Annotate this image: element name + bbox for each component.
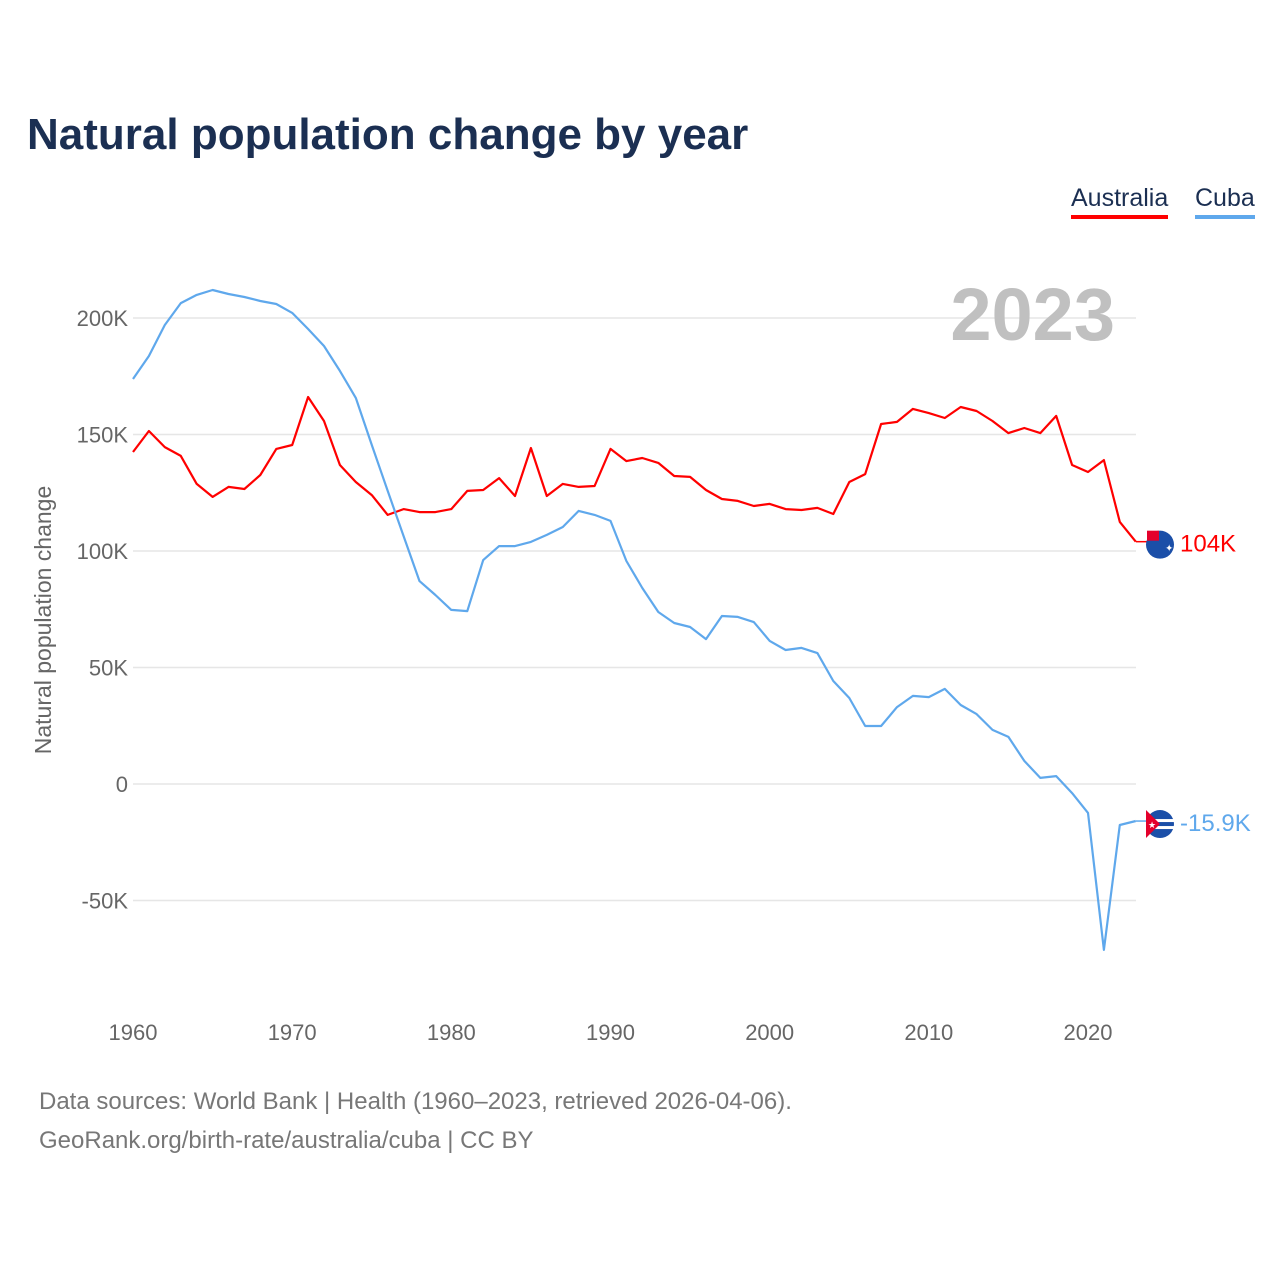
y-axis-label: Natural population change (30, 486, 56, 755)
end-value-label: 104K (1180, 531, 1236, 558)
series-line-australia (132, 395, 1137, 543)
flag-star: ★ (1148, 820, 1156, 830)
cuba-flag-icon: ★ (1146, 810, 1174, 839)
flag-stripe (1146, 826, 1174, 830)
chart-title: Natural population change by year (27, 110, 749, 159)
legend-cuba[interactable]: Cuba (1195, 184, 1255, 219)
x-tick-label: 1980 (427, 1020, 476, 1045)
x-tick-label: 2020 (1064, 1020, 1113, 1045)
y-tick-label: 200K (77, 306, 129, 331)
x-tick-label: 2010 (904, 1020, 953, 1045)
year-watermark: 2023 (950, 273, 1115, 356)
y-tick-label: 100K (77, 539, 129, 564)
x-tick-label: 1960 (109, 1020, 158, 1045)
legend-australia[interactable]: Australia (1071, 184, 1169, 219)
flag-triangle (1146, 810, 1160, 839)
y-tick-label: -50K (82, 889, 129, 914)
y-tick-label: 0 (116, 772, 128, 797)
y-tick-label: 50K (89, 656, 128, 681)
x-tick-label: 1970 (268, 1020, 317, 1045)
series-line-cuba (132, 288, 1137, 952)
australia-flag-icon: ✦ (1146, 530, 1174, 559)
footer-link[interactable]: GeoRank.org/birth-rate/australia/cuba | … (39, 1127, 534, 1154)
y-tick-label: 150K (77, 423, 129, 448)
end-value-label: -15.9K (1180, 810, 1251, 837)
flag-stripe (1146, 819, 1174, 823)
footer-sources: Data sources: World Bank | Health (1960–… (39, 1088, 792, 1115)
x-tick-label: 2000 (745, 1020, 794, 1045)
flag-stars: ✦ (1165, 544, 1173, 555)
flag-canton (1147, 530, 1159, 541)
x-tick-label: 1990 (586, 1020, 635, 1045)
